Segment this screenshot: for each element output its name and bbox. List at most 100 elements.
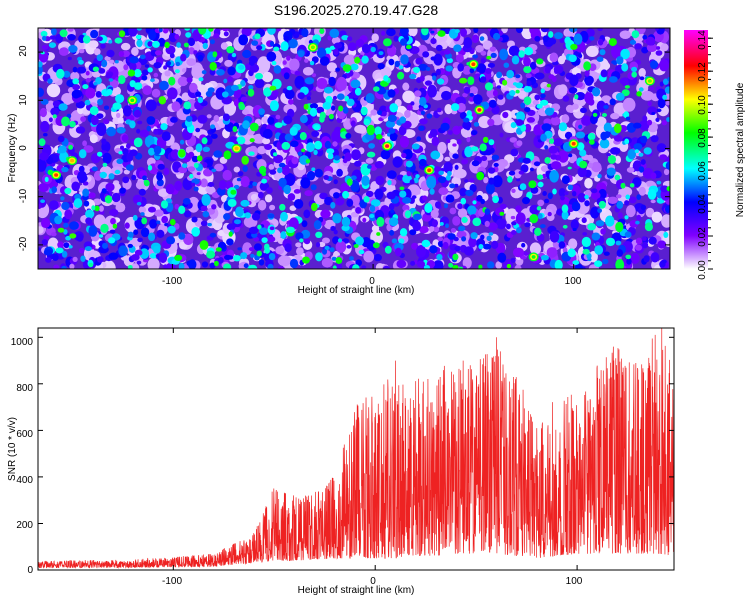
spectrogram-cell bbox=[579, 160, 588, 169]
spectrogram-cell bbox=[224, 254, 232, 260]
spectrogram-cell bbox=[147, 165, 153, 171]
spectrogram-cell bbox=[534, 227, 542, 236]
spectrogram-cell bbox=[361, 55, 369, 64]
spectrogram-cell bbox=[179, 139, 185, 145]
spectrogram-cell bbox=[478, 264, 483, 269]
spectrogram-cell bbox=[156, 179, 164, 187]
spectrogram-cell bbox=[222, 113, 230, 122]
spectrogram-cell bbox=[596, 100, 606, 113]
spectrogram-cell bbox=[167, 225, 176, 234]
spectrogram-cell bbox=[114, 37, 123, 44]
spectrogram-cell bbox=[329, 45, 336, 50]
spectrogram-cell bbox=[558, 188, 566, 197]
spectrogram-cell bbox=[311, 130, 320, 137]
spectrogram-cell bbox=[370, 46, 376, 53]
spectrogram-cell bbox=[193, 50, 198, 55]
spectrogram-cell bbox=[341, 216, 351, 227]
spectrogram-cell bbox=[112, 102, 122, 110]
colorbar-tick-label: 0.06 bbox=[697, 161, 708, 181]
spectrogram-cell bbox=[104, 56, 111, 61]
spectrogram-cell bbox=[93, 81, 98, 86]
spectrogram-cell bbox=[661, 259, 667, 264]
top-ytick-label: 20 bbox=[18, 45, 29, 57]
bottom-ytick-label: 600 bbox=[16, 429, 33, 440]
spectrogram-cell bbox=[47, 78, 53, 84]
colorbar-tick-label: 0.00 bbox=[697, 260, 708, 280]
spectrogram-hotspot bbox=[477, 108, 482, 112]
spectrogram-cell bbox=[319, 56, 330, 66]
spectrogram-cell bbox=[156, 172, 164, 181]
spectrogram-cell bbox=[305, 158, 311, 164]
spectrogram-cell bbox=[452, 143, 457, 147]
spectrogram-cell bbox=[550, 116, 561, 126]
spectrogram-cell bbox=[430, 209, 439, 219]
spectrogram-cell bbox=[333, 229, 338, 235]
spectrogram-cell bbox=[463, 246, 474, 256]
spectrogram-cell bbox=[589, 36, 595, 41]
spectrogram-cell bbox=[165, 183, 175, 195]
spectrogram-cell bbox=[602, 113, 607, 117]
spectrogram-cell bbox=[262, 115, 269, 124]
spectrogram-cell bbox=[210, 133, 218, 139]
spectrogram-cell bbox=[515, 212, 526, 225]
spectrogram-cell bbox=[512, 82, 518, 86]
spectrogram-cell bbox=[233, 255, 241, 262]
spectrogram-cell bbox=[320, 209, 331, 219]
spectrogram-cell bbox=[231, 52, 237, 58]
spectrogram-cell bbox=[296, 247, 304, 256]
spectrogram-cell bbox=[338, 105, 344, 112]
spectrogram-cell bbox=[422, 195, 428, 201]
spectrogram-cell bbox=[458, 225, 466, 232]
spectrogram-cell bbox=[196, 172, 201, 176]
spectrogram-cell bbox=[185, 115, 193, 122]
spectrogram-cell bbox=[473, 94, 483, 105]
spectrogram-cell bbox=[657, 98, 666, 109]
spectrogram-cell bbox=[463, 86, 471, 94]
spectrogram-cell bbox=[472, 54, 478, 59]
spectrogram-cell bbox=[461, 236, 467, 242]
spectrogram-cell bbox=[623, 111, 630, 119]
spectrogram-cell bbox=[182, 198, 191, 205]
spectrogram-cell bbox=[123, 169, 130, 175]
spectrogram-cell bbox=[341, 170, 349, 176]
spectrogram-cell bbox=[365, 93, 375, 104]
spectrogram-cell bbox=[663, 168, 670, 176]
spectrogram-cell bbox=[262, 71, 273, 83]
spectrogram-cell bbox=[570, 43, 578, 50]
spectrogram-cell bbox=[137, 120, 143, 125]
spectrogram-cell bbox=[632, 177, 642, 188]
spectrogram-cell bbox=[214, 163, 224, 172]
spectrogram-cell bbox=[262, 123, 268, 128]
spectrogram-cell bbox=[625, 116, 631, 121]
spectrogram-cell bbox=[591, 232, 601, 241]
spectrogram-hotspot bbox=[70, 158, 75, 163]
spectrogram-cell bbox=[43, 133, 48, 137]
spectrogram-cell bbox=[406, 104, 413, 111]
spectrogram-cell bbox=[134, 82, 143, 90]
spectrogram-cell bbox=[147, 257, 160, 269]
spectrogram-cell bbox=[395, 247, 402, 257]
spectrogram-cell bbox=[380, 66, 392, 78]
spectrogram-cell bbox=[148, 206, 156, 213]
spectrogram-cell bbox=[429, 188, 435, 195]
spectrogram-cell bbox=[242, 49, 252, 59]
spectrogram-cell bbox=[304, 190, 313, 197]
spectrogram-cell bbox=[282, 60, 287, 65]
spectrogram-cell bbox=[650, 60, 658, 69]
spectrogram-cell bbox=[264, 144, 273, 150]
spectrogram-cell bbox=[121, 134, 129, 143]
spectrogram-cell bbox=[287, 193, 296, 201]
spectrogram-cell bbox=[242, 242, 253, 256]
spectrogram-cell bbox=[524, 222, 531, 228]
spectrogram-cell bbox=[278, 162, 286, 168]
spectrogram-cell bbox=[186, 58, 197, 66]
spectrogram-cell bbox=[59, 29, 68, 38]
spectrogram-cell bbox=[43, 235, 50, 240]
spectrogram-cell bbox=[90, 115, 99, 126]
spectrogram-cell bbox=[629, 183, 635, 188]
colorbar-tick-label: 0.02 bbox=[697, 227, 708, 247]
spectrogram-cell bbox=[357, 126, 367, 134]
spectrogram-cell bbox=[608, 76, 618, 83]
spectrogram-cell bbox=[420, 75, 425, 82]
